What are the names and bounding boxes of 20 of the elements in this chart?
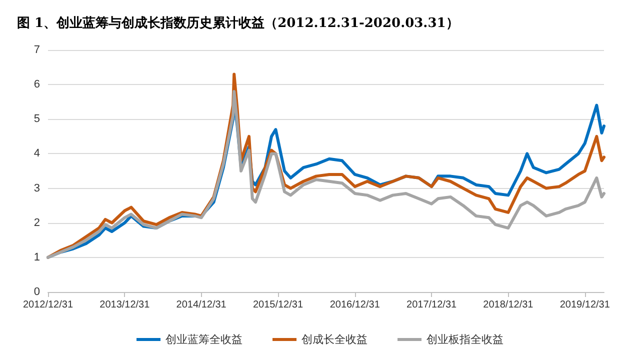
y-tick-label: 6 [34,78,40,91]
x-tick-label: 2017/12/31 [406,300,458,310]
x-tick-label: 2014/12/31 [176,300,227,310]
legend-label: 创业蓝筹全收益 [166,333,242,346]
y-tick-label: 2 [34,216,40,229]
x-tick-label: 2012/12/31 [22,300,74,310]
x-tick-label: 2019/12/31 [560,300,610,310]
y-tick-label: 4 [34,148,40,160]
y-tick-label: 1 [34,251,40,264]
y-tick-label: 0 [34,286,40,298]
x-tick-label: 2015/12/31 [252,300,304,310]
legend-label: 创成长全收益 [302,333,368,346]
y-tick-label: 3 [34,182,40,194]
y-tick-label: 7 [34,44,40,56]
legend-label: 创业板指全收益 [426,333,504,346]
x-tick-label: 2018/12/31 [483,300,534,310]
x-tick-label: 2016/12/31 [330,300,380,310]
chart-title: 图 1、创业蓝筹与创成长指数历史累计收益（2012.12.31-2020.03.31） [17,15,459,31]
y-tick-label: 5 [34,113,40,126]
x-tick-label: 2013/12/31 [100,300,150,310]
